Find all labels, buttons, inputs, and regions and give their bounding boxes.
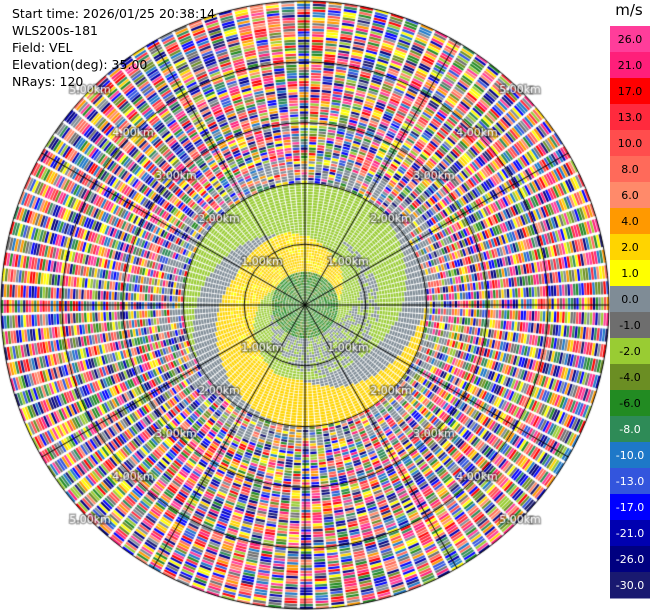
colorbar-cell [610,416,650,443]
colorbar-tick-label: 26.0 [618,33,643,46]
colorbar-tick-label: 6.0 [621,189,639,202]
colorbar-tick-label: -2.0 [619,345,640,358]
colorbar-cell [610,286,650,313]
colorbar-tick-label: -6.0 [619,397,640,410]
colorbar-tick-label: -26.0 [616,553,644,566]
colorbar-cell [610,234,650,261]
scan-info: Start time: 2026/01/25 20:38:14 WLS200s-… [12,5,215,90]
nrays: NRays: 120 [12,74,84,89]
colorbar-cell [610,494,650,521]
colorbar-cell [610,260,650,287]
site-name: WLS200s-181 [12,23,98,38]
colorbar-tick-label: -21.0 [616,527,644,540]
colorbar-cell [610,468,650,495]
colorbar-tick-label: -4.0 [619,371,640,384]
colorbar-cell [610,156,650,183]
colorbar-tick-label: 2.0 [621,241,639,254]
colorbar-tick-label: 1.0 [621,267,639,280]
colorbar-tick-label: -1.0 [619,319,640,332]
colorbar-cell [610,26,650,53]
start-time: Start time: 2026/01/25 20:38:14 [12,6,216,21]
colorbar-tick-label: -13.0 [616,475,644,488]
colorbar-cell [610,52,650,79]
colorbar-cell [610,312,650,339]
field-name: Field: VEL [12,40,73,55]
colorbar-unit: m/s [615,1,643,19]
colorbar-cell [610,78,650,105]
colorbar-tick-label: -30.0 [616,579,644,592]
colorbar-tick-label: 21.0 [618,59,643,72]
colorbar-tick-label: -8.0 [619,423,640,436]
colorbar-cell [610,130,650,157]
colorbar-tick-label: 10.0 [618,137,643,150]
elevation: Elevation(deg): 35.00 [12,57,148,72]
colorbar-cell [610,546,650,573]
colorbar-tick-label: -17.0 [616,501,644,514]
colorbar-tick-label: 4.0 [621,215,639,228]
colorbar-tick-label: 13.0 [618,111,643,124]
colorbar-cell [610,364,650,391]
colorbar-tick-label: 8.0 [621,163,639,176]
colorbar-tick-label: -10.0 [616,449,644,462]
colorbar-cell [610,390,650,417]
colorbar-cell [610,208,650,235]
colorbar-cell [610,520,650,547]
colorbar-cell [610,338,650,365]
colorbar-cell [610,442,650,469]
colorbar-tick-label: 0.0 [621,293,639,306]
colorbar-cell [610,104,650,131]
colorbar-cell [610,572,650,599]
colorbar-cell [610,182,650,209]
colorbar-tick-label: 17.0 [618,85,643,98]
